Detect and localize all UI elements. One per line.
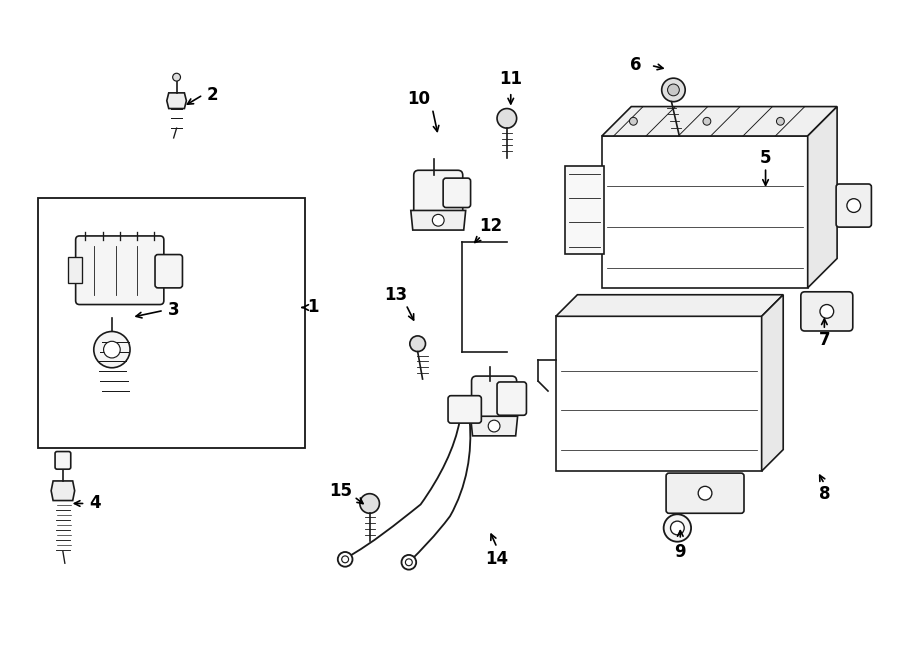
FancyBboxPatch shape (448, 396, 482, 423)
Circle shape (668, 84, 680, 96)
Circle shape (663, 514, 691, 542)
Text: 8: 8 (819, 485, 830, 502)
FancyBboxPatch shape (76, 236, 164, 305)
Text: 1: 1 (307, 299, 319, 316)
Circle shape (820, 305, 833, 318)
Polygon shape (807, 107, 837, 288)
Polygon shape (761, 295, 783, 471)
Circle shape (777, 117, 784, 125)
Text: 2: 2 (207, 86, 219, 104)
Circle shape (173, 73, 181, 81)
Circle shape (410, 336, 426, 352)
Circle shape (405, 559, 412, 566)
FancyBboxPatch shape (497, 382, 526, 415)
Polygon shape (471, 416, 518, 436)
Circle shape (432, 214, 444, 226)
FancyBboxPatch shape (443, 178, 471, 207)
Text: 3: 3 (167, 301, 179, 320)
Circle shape (662, 78, 685, 102)
Text: 10: 10 (407, 90, 430, 108)
Text: 6: 6 (630, 56, 642, 74)
FancyBboxPatch shape (472, 376, 517, 421)
Polygon shape (556, 295, 783, 316)
FancyBboxPatch shape (414, 170, 463, 215)
Circle shape (698, 487, 712, 500)
FancyBboxPatch shape (155, 255, 183, 288)
Circle shape (104, 342, 121, 358)
Polygon shape (166, 93, 186, 109)
FancyBboxPatch shape (666, 473, 744, 513)
FancyBboxPatch shape (55, 451, 71, 469)
Text: 7: 7 (818, 331, 830, 349)
Text: 5: 5 (760, 148, 771, 167)
Circle shape (847, 199, 860, 213)
Circle shape (497, 109, 517, 128)
Bar (564, 166, 604, 254)
Circle shape (338, 552, 353, 567)
Circle shape (342, 556, 348, 563)
Polygon shape (556, 316, 761, 471)
Text: 12: 12 (480, 217, 503, 235)
Bar (39, 198, 305, 448)
Text: 15: 15 (328, 482, 352, 500)
Text: 9: 9 (674, 544, 686, 561)
Circle shape (629, 117, 637, 125)
Bar (68, 258, 82, 283)
Polygon shape (602, 136, 807, 288)
Text: 4: 4 (89, 495, 101, 512)
Circle shape (670, 521, 684, 535)
Circle shape (94, 332, 130, 368)
FancyBboxPatch shape (801, 292, 853, 331)
Polygon shape (51, 481, 75, 500)
Circle shape (401, 555, 416, 569)
Text: 13: 13 (384, 286, 408, 304)
Text: 11: 11 (500, 70, 522, 88)
Circle shape (703, 117, 711, 125)
Circle shape (360, 494, 380, 513)
FancyBboxPatch shape (836, 184, 871, 227)
Circle shape (488, 420, 500, 432)
Text: 14: 14 (485, 550, 508, 569)
Polygon shape (410, 211, 465, 230)
Polygon shape (602, 107, 837, 136)
